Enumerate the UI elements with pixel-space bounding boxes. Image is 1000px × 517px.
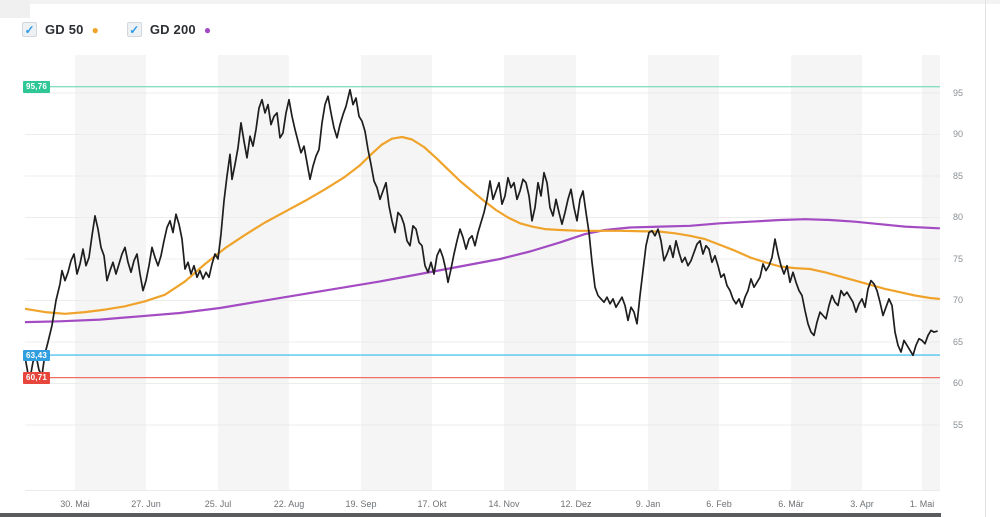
y-axis-label: 90 xyxy=(953,129,964,139)
x-axis-label: 14. Nov xyxy=(488,499,520,509)
x-axis-label: 22. Aug xyxy=(273,499,305,509)
y-axis-label: 65 xyxy=(953,336,964,347)
y-axis-label: 55 xyxy=(953,419,964,430)
x-axis-label: 17. Okt xyxy=(417,499,447,509)
x-axis-label: 19. Sep xyxy=(345,499,377,509)
x-axis-label: 9. Jan xyxy=(635,499,661,509)
page-top-strip xyxy=(0,0,1000,4)
x-axis-label: 12. Dez xyxy=(560,499,592,509)
checkbox-checked-icon[interactable]: ✓ xyxy=(126,22,142,37)
series-color-dot-gd200: ● xyxy=(203,22,212,37)
x-axis-label: 27. Jun xyxy=(131,499,161,509)
legend-label-gd200: GD 200 xyxy=(149,22,196,37)
y-axis-label: 60 xyxy=(953,378,964,388)
series-line-gd50 xyxy=(25,135,940,315)
price-badge-low: 60,71 xyxy=(23,372,51,384)
x-axis-label: 6. Mär xyxy=(778,499,804,509)
background-stripe xyxy=(504,55,576,490)
price-chart-plot-area[interactable]: 95,76 63,43 60,71 xyxy=(23,55,940,490)
series-color-dot-gd50: ● xyxy=(91,22,99,37)
background-stripe xyxy=(922,55,940,490)
bottom-section-edge xyxy=(0,513,941,517)
legend-item-gd50[interactable]: ✓ GD 50 ● xyxy=(22,22,99,37)
y-axis-label: 85 xyxy=(953,170,964,181)
x-axis-label: 30. Mai xyxy=(60,499,90,509)
price-badge-current: 63,43 xyxy=(23,349,51,362)
legend-item-gd200[interactable]: ✓ GD 200 ● xyxy=(126,22,212,37)
x-axis-label: 6. Feb xyxy=(706,499,732,509)
x-axis-label: 1. Mai xyxy=(909,499,935,509)
page-corner-fragment xyxy=(0,0,30,18)
panel-divider xyxy=(985,0,986,517)
price-chart-canvas[interactable] xyxy=(25,55,940,490)
checkbox-checked-icon[interactable]: ✓ xyxy=(22,22,37,37)
x-axis-label: 3. Apr xyxy=(850,499,874,509)
x-axis-label: 25. Jul xyxy=(204,499,232,509)
legend: ✓ GD 50 ● ✓ GD 200 ● xyxy=(22,22,211,37)
y-axis-label: 75 xyxy=(953,253,964,264)
y-axis-label: 70 xyxy=(953,295,964,305)
background-stripe xyxy=(75,55,146,490)
price-badge-high: 95,76 xyxy=(23,81,51,93)
y-axis-label: 95 xyxy=(953,87,964,98)
plot-bottom-border xyxy=(25,490,940,491)
background-stripe xyxy=(218,55,289,490)
background-stripe xyxy=(648,55,719,490)
background-stripe xyxy=(361,55,432,490)
y-axis-label: 80 xyxy=(953,212,964,222)
series-line-gd200 xyxy=(25,218,940,324)
legend-label-gd50: GD 50 xyxy=(45,22,84,37)
series-line-kurs xyxy=(25,88,938,380)
